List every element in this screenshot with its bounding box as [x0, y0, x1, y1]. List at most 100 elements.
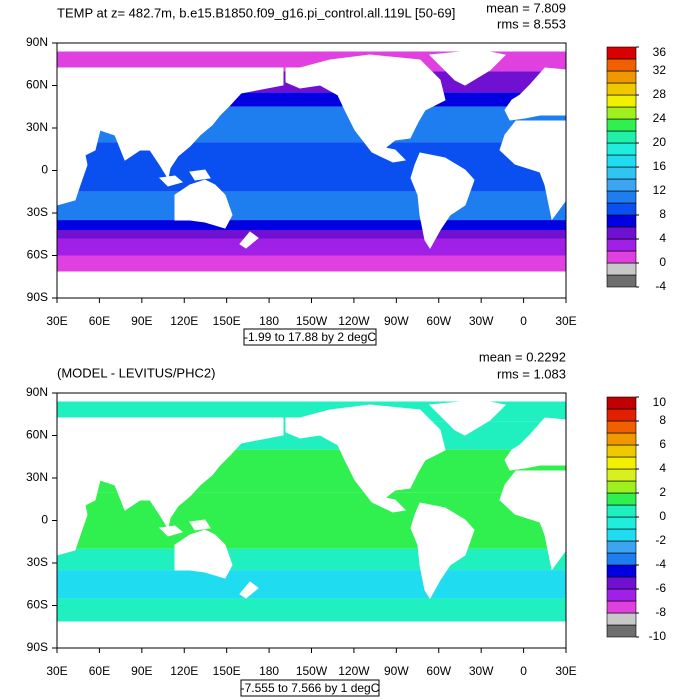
- colorbar-box: [606, 396, 637, 410]
- x-tick-label: 120E: [170, 664, 198, 678]
- contour-zone: [57, 238, 566, 256]
- x-tick-label: 60W: [426, 314, 451, 328]
- x-tick-label: 150E: [213, 664, 241, 678]
- colorbar-label: 12: [653, 183, 667, 197]
- mean-label: mean = 7.809: [486, 0, 566, 15]
- colorbar-box: [606, 178, 637, 192]
- colorbar-box: [606, 262, 637, 276]
- colorbar-box: [606, 564, 637, 578]
- colorbar-box: [606, 226, 637, 240]
- info-box: [240, 679, 380, 697]
- x-tick-label: 120W: [338, 664, 370, 678]
- colorbar-box: [606, 238, 637, 252]
- colorbar-label: -10: [649, 629, 667, 643]
- y-tick-label: 90S: [27, 290, 48, 304]
- colorbar-box: [606, 274, 637, 288]
- y-tick-label: 60N: [26, 428, 48, 442]
- colorbar-box: [606, 468, 637, 482]
- y-tick-label: 90N: [26, 385, 48, 399]
- panel: 30E 60E 90E 120E 150E 180 150W 120W 90W 60W 30W 0 30…: [26, 0, 666, 346]
- contour-zone: [57, 492, 566, 549]
- colorbar-box: [606, 480, 637, 494]
- x-tick-label: 30W: [469, 664, 494, 678]
- y-tick-label: 60N: [26, 78, 48, 92]
- y-tick-label: 90N: [26, 35, 48, 49]
- colorbar-label: -8: [655, 605, 666, 619]
- x-tick-label: 150W: [296, 314, 328, 328]
- y-tick-label: 30N: [26, 470, 48, 484]
- colorbar-box: [606, 588, 637, 602]
- x-tick-label: 180: [259, 314, 279, 328]
- colorbar-box: [606, 214, 637, 228]
- colorbar-label: 8: [659, 207, 666, 221]
- colorbar-box: [606, 106, 637, 120]
- colorbar-label: -4: [655, 557, 666, 571]
- contour-zone: [57, 548, 566, 571]
- y-tick-label: 30S: [27, 205, 48, 219]
- colorbar-box: [606, 154, 637, 168]
- x-tick-label: 30E: [555, 664, 576, 678]
- x-tick-label: 30E: [46, 314, 67, 328]
- x-tick-label: 0: [520, 314, 527, 328]
- colorbar-box: [606, 58, 637, 72]
- panel-title: TEMP at z= 482.7m, b.e15.B1850.f09_g16.p…: [57, 5, 455, 20]
- colorbar-box: [606, 600, 637, 614]
- info-label: -1.99 to 17.88 by 2 degC: [244, 330, 376, 344]
- colorbar-box: [606, 118, 637, 132]
- x-tick-label: 60W: [426, 664, 451, 678]
- colorbar-box: [606, 492, 637, 506]
- colorbar-label: 0: [659, 255, 666, 269]
- y-tick-label: 90S: [27, 640, 48, 654]
- colorbar-label: 10: [653, 395, 667, 409]
- x-tick-label: 60E: [89, 314, 110, 328]
- colorbar-box: [606, 70, 637, 84]
- colorbar-box: [606, 576, 637, 590]
- rms-label: rms = 8.553: [497, 16, 566, 31]
- colorbar-box: [606, 540, 637, 554]
- axes: 30E 60E 90E 120E 150E 180 150W 120W 90W 60W 30W 0 30…: [26, 35, 666, 328]
- x-tick-label: 30E: [46, 664, 67, 678]
- colorbar-box: [606, 142, 637, 156]
- colorbar-box: [606, 504, 637, 518]
- colorbar-box: [606, 82, 637, 96]
- x-tick-label: 120E: [170, 314, 198, 328]
- colorbar-box: [606, 612, 637, 626]
- colorbar-box: [606, 552, 637, 566]
- colorbar-label: 4: [659, 231, 666, 245]
- x-tick-label: 90E: [131, 314, 152, 328]
- colorbar-box: [606, 250, 637, 264]
- rms-label: rms = 1.083: [497, 366, 566, 381]
- colorbar-box: [606, 408, 637, 422]
- colorbar-label: 2: [659, 485, 666, 499]
- info-label: -7.555 to 7.566 by 1 degC: [241, 681, 380, 695]
- contour-zone: [57, 220, 566, 230]
- y-tick-label: 0: [41, 513, 48, 527]
- x-tick-label: 60E: [89, 664, 110, 678]
- colorbar-label: 28: [653, 87, 667, 101]
- colorbar-label: 16: [653, 159, 667, 173]
- colorbar-label: 32: [653, 63, 667, 77]
- colorbar-box: [606, 624, 637, 638]
- colorbar-box: [606, 46, 637, 60]
- x-tick-label: 90W: [384, 314, 409, 328]
- colorbar-box: [606, 190, 637, 204]
- colorbar-label: -2: [655, 533, 666, 547]
- x-tick-label: 30E: [555, 314, 576, 328]
- y-tick-label: 0: [41, 163, 48, 177]
- colorbar-box: [606, 202, 637, 216]
- colorbar-label: 36: [653, 45, 667, 59]
- y-tick-label: 30N: [26, 120, 48, 134]
- colorbar-label: 6: [659, 437, 666, 451]
- y-tick-label: 30S: [27, 555, 48, 569]
- x-tick-label: 90W: [384, 664, 409, 678]
- colorbar-box: [606, 516, 637, 530]
- colorbar-label: 0: [659, 509, 666, 523]
- colorbar-box: [606, 444, 637, 458]
- colorbar-box: [606, 528, 637, 542]
- colorbar-label: 4: [659, 461, 666, 475]
- colorbar-box: [606, 166, 637, 180]
- x-tick-label: 120W: [338, 314, 370, 328]
- colorbar-label: 8: [659, 413, 666, 427]
- x-tick-label: 0: [520, 664, 527, 678]
